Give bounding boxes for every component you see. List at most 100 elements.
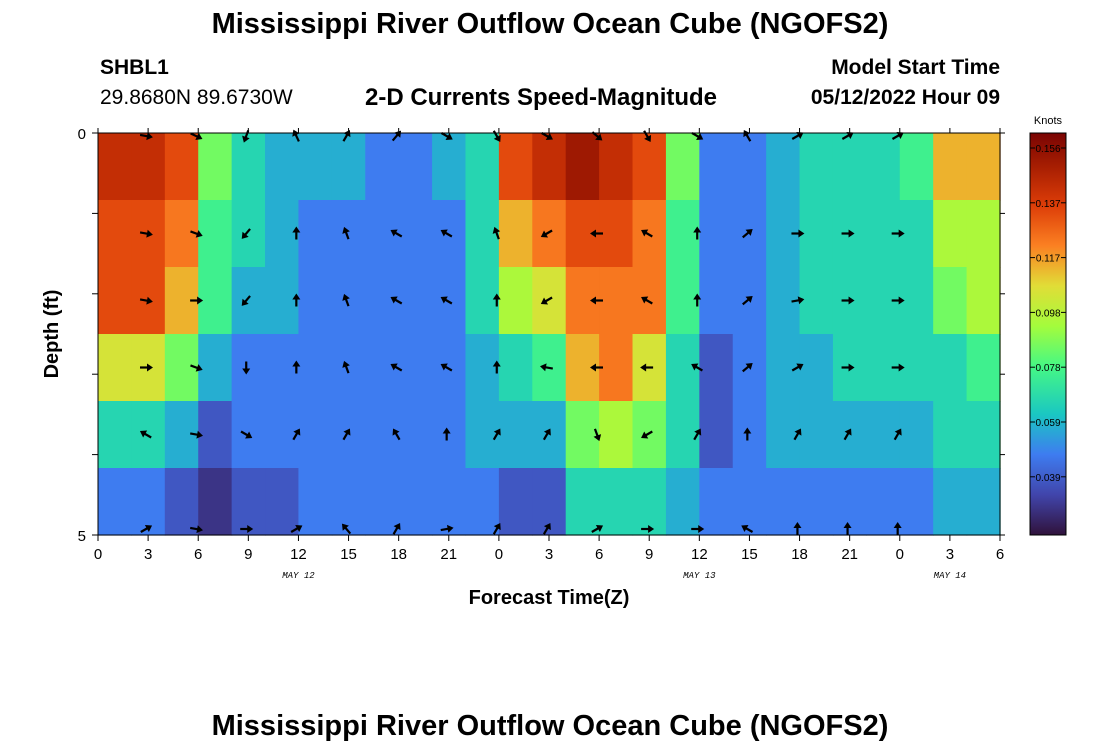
colorbar: [1029, 132, 1067, 536]
heatmap-cell: [866, 133, 901, 201]
current-arrow: [590, 229, 603, 238]
current-arrow: [843, 522, 852, 535]
model-start-value: 05/12/2022 Hour 09: [810, 86, 1000, 109]
current-arrow: [741, 525, 754, 533]
heatmap-cell: [699, 267, 734, 335]
colorbar-tick-label: 0.059: [1035, 418, 1060, 429]
heatmap-cell: [799, 334, 834, 402]
heatmap-cell: [465, 401, 500, 469]
current-arrow: [391, 130, 402, 142]
heatmap-cell: [465, 133, 500, 201]
current-arrow: [190, 364, 203, 372]
heatmap-cell: [866, 468, 901, 536]
heatmap-cell: [498, 133, 533, 201]
heatmap-cell: [832, 133, 867, 201]
heatmap-cell: [498, 267, 533, 335]
current-arrow: [791, 363, 804, 372]
heatmap-cell: [198, 468, 233, 536]
heatmap-cell: [599, 200, 634, 268]
current-arrow: [139, 229, 153, 238]
heatmap-cell: [665, 267, 700, 335]
heatmap-cell: [966, 200, 1001, 268]
heatmap-cell: [198, 133, 233, 201]
current-arrow: [492, 226, 501, 240]
heatmap-cell: [164, 468, 199, 536]
heatmap-cell: [832, 401, 867, 469]
heatmap-cell: [699, 334, 734, 402]
main-title: Mississippi River Outflow Ocean Cube (NG…: [211, 8, 889, 40]
current-arrow: [342, 428, 351, 441]
current-arrow: [540, 296, 553, 305]
current-arrow: [640, 363, 654, 372]
heatmap-cell: [532, 267, 567, 335]
heatmap-cell: [298, 468, 333, 536]
colorbar-tick-label: 0.078: [1035, 363, 1060, 374]
heatmap-cell: [298, 200, 333, 268]
heatmap-cell: [532, 133, 567, 201]
heatmap-cell: [198, 334, 233, 402]
current-arrow: [392, 522, 401, 535]
x-tick-label: 9: [645, 546, 653, 563]
x-tick-label: 18: [390, 546, 407, 563]
current-arrow: [641, 296, 653, 305]
current-arrow: [292, 226, 301, 240]
colorbar-tick-label: 0.098: [1035, 308, 1060, 319]
heatmap-cell: [164, 200, 199, 268]
heatmap-cell: [198, 200, 233, 268]
date-label: MAY 14: [934, 571, 966, 581]
heatmap-cell: [966, 133, 1001, 201]
x-tick-label: 15: [741, 546, 758, 563]
heatmap-cell: [732, 133, 767, 201]
date-label: MAY 12: [282, 571, 315, 581]
heatmap-cell: [699, 200, 734, 268]
heatmap-cell: [265, 401, 300, 469]
heatmap-cell: [98, 200, 133, 268]
heatmap-cell: [365, 133, 400, 201]
heatmap-cell: [665, 133, 700, 201]
heatmap-cell: [465, 267, 500, 335]
heatmap-cell: [198, 401, 233, 469]
heatmap-cell: [131, 133, 166, 201]
current-arrow: [841, 132, 854, 140]
current-arrow: [791, 229, 805, 238]
plot-title: 2-D Currents Speed-Magnitude: [365, 84, 718, 111]
heatmap-cell: [432, 401, 467, 469]
heatmap-cell: [398, 401, 433, 469]
y-axis-label: Depth (ft): [41, 290, 63, 379]
heatmap-cell: [899, 200, 934, 268]
colorbar-tick-label: 0.137: [1035, 199, 1060, 210]
heatmap-cell: [766, 468, 801, 536]
current-arrow: [139, 430, 152, 439]
heatmap-cell: [398, 200, 433, 268]
heatmap-cell: [632, 401, 667, 469]
x-tick-label: 6: [194, 546, 202, 563]
heatmap-cell: [599, 267, 634, 335]
heatmap-cell: [231, 133, 266, 201]
heatmap-cell: [131, 468, 166, 536]
station-id: SHBL1: [100, 56, 169, 79]
colorbar-tick-label: 0.117: [1036, 254, 1061, 265]
current-arrow: [743, 129, 752, 142]
date-label: MAY 13: [683, 571, 716, 581]
heatmap-cell: [98, 334, 133, 402]
current-arrow: [691, 363, 703, 372]
current-arrow: [292, 360, 301, 374]
current-arrow: [590, 363, 603, 372]
x-axis-label: Forecast Time(Z): [469, 587, 630, 609]
current-arrow: [190, 525, 204, 534]
heatmap-cell: [398, 267, 433, 335]
current-arrow: [139, 296, 153, 305]
heatmap-cell: [732, 401, 767, 469]
current-arrow: [891, 132, 904, 140]
heatmap-cell: [231, 334, 266, 402]
heatmap-cell: [365, 401, 400, 469]
x-tick-label: 18: [791, 546, 808, 563]
current-arrow: [342, 360, 350, 374]
heatmap-cell: [365, 468, 400, 536]
x-tick-label: 0: [495, 546, 503, 563]
heatmap-cell: [398, 334, 433, 402]
heatmap-cell: [432, 468, 467, 536]
current-arrow: [841, 229, 855, 238]
heatmap-cell: [265, 133, 300, 201]
heatmap-cell: [732, 468, 767, 536]
